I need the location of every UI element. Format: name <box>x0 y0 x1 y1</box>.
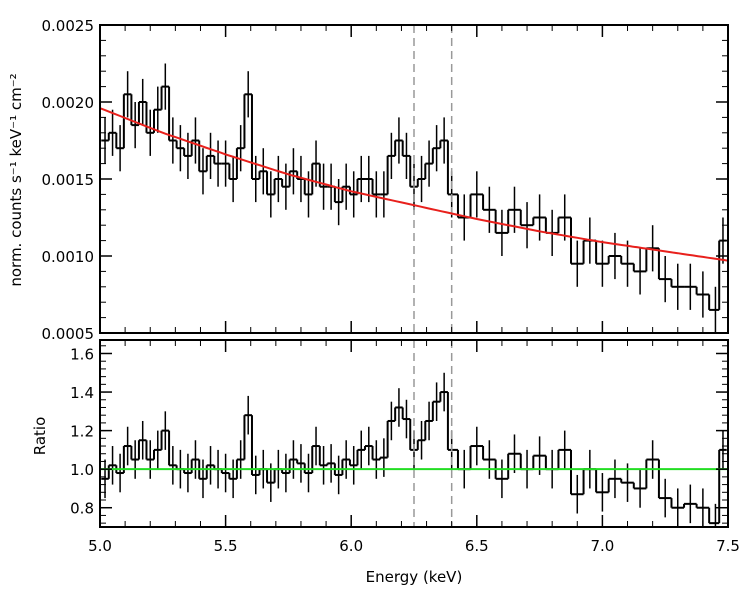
y-tick-label: 0.0005 <box>42 325 95 343</box>
y-tick-label: 0.0025 <box>42 17 95 35</box>
bottom-panel: 0.8 1.0 1.2 1.4 1.6 5.0 5.5 6.0 6.5 7.0 7.5 <box>70 339 740 555</box>
y-tick-label: 0.0010 <box>42 248 95 266</box>
x-tick-label: 7.5 <box>716 537 740 555</box>
bottom-y-axis-label: Ratio <box>31 417 49 456</box>
y-tick-label: 1.2 <box>70 423 94 441</box>
bottom-panel-frame <box>99 339 729 528</box>
y-tick-label: 1.4 <box>70 384 94 402</box>
x-tick-label: 6.5 <box>465 537 489 555</box>
x-tick-label: 7.0 <box>590 537 614 555</box>
ratio-data-series <box>101 372 727 527</box>
y-tick-label: 1.0 <box>70 461 94 479</box>
bottom-axis-ticks: 0.8 1.0 1.2 1.4 1.6 5.0 5.5 6.0 6.5 7.0 7.5 <box>70 340 740 555</box>
y-tick-label: 0.0015 <box>42 171 95 189</box>
x-axis-label: Energy (keV) <box>366 568 463 586</box>
top-panel-frame <box>99 24 729 334</box>
model-curve <box>100 107 728 262</box>
y-tick-label: 1.6 <box>70 345 94 363</box>
x-tick-label: 5.0 <box>88 537 112 555</box>
x-tick-label: 6.0 <box>339 537 363 555</box>
bottom-dashed-lines <box>413 340 453 527</box>
top-axis-ticks: 0.0005 0.0010 0.0015 0.0020 0.0025 <box>42 17 729 343</box>
y-tick-label: 0.0020 <box>42 94 95 112</box>
x-tick-label: 5.5 <box>214 537 238 555</box>
y-tick-label: 0.8 <box>70 500 94 518</box>
top-y-axis-label: norm. counts s⁻¹ keV⁻¹ cm⁻² <box>7 73 25 286</box>
top-panel: 0.0005 0.0010 0.0015 0.0020 0.0025 <box>42 17 729 343</box>
